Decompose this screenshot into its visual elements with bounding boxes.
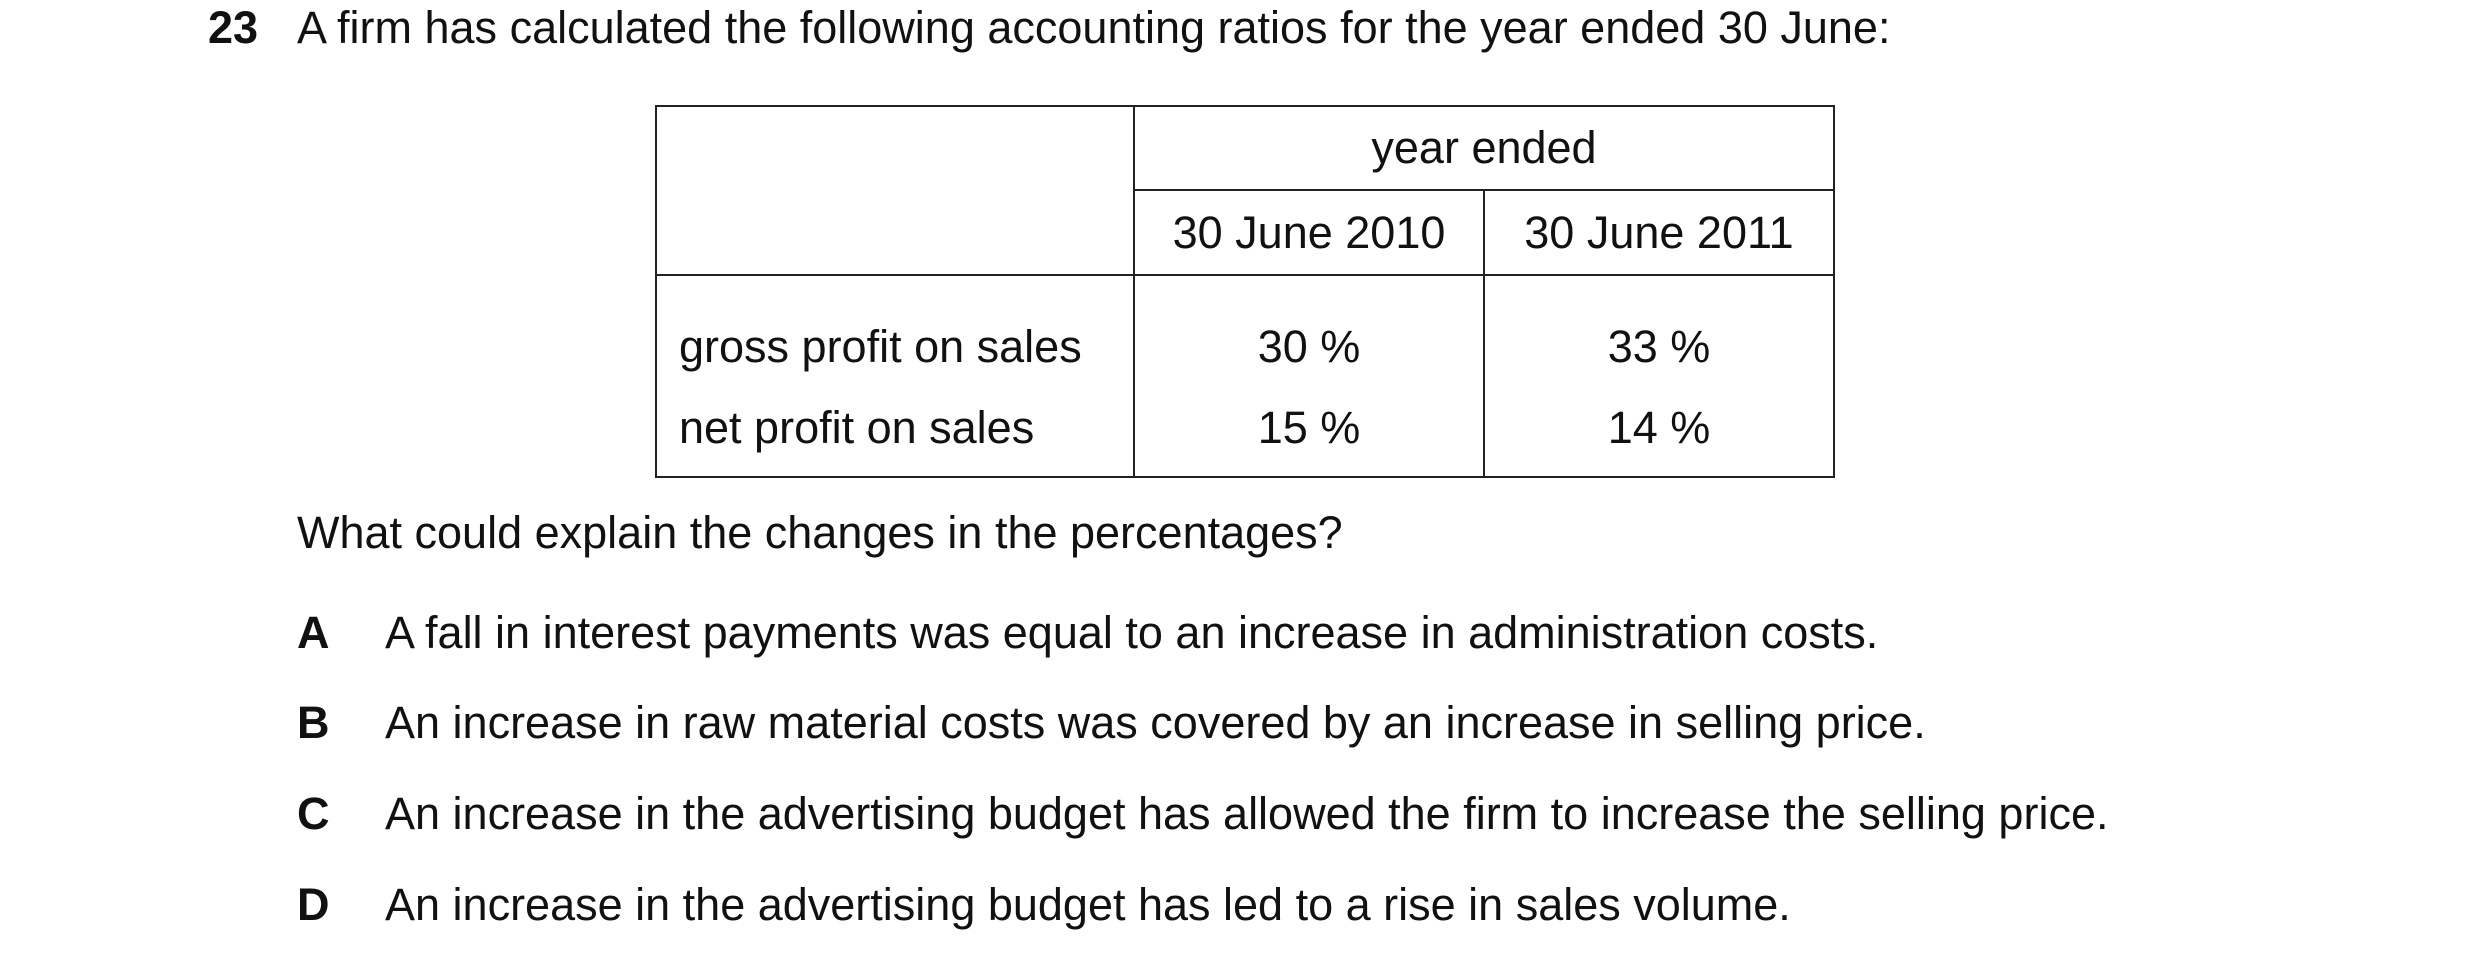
- question-number: 23: [208, 2, 259, 53]
- option-letter: B: [297, 697, 330, 748]
- question-stem: A firm has calculated the following acco…: [297, 2, 1891, 53]
- column-header-2011: 30 June 2011: [1483, 189, 1835, 276]
- ratios-table: year ended 30 June 2010 30 June 2011 gro…: [655, 105, 1835, 478]
- column-header-2010: 30 June 2010: [1133, 189, 1485, 276]
- option-text: A fall in interest payments was equal to…: [385, 607, 1879, 658]
- table-row: gross profit on sales 30 % 33 %: [655, 274, 1835, 403]
- gross-profit-2010: 30 %: [1133, 274, 1485, 403]
- option-b[interactable]: B An increase in raw material costs was c…: [297, 695, 1926, 751]
- net-profit-2011: 14 %: [1483, 403, 1835, 478]
- option-d[interactable]: D An increase in the advertising budget h…: [297, 877, 1791, 933]
- row-label-net-profit: net profit on sales: [655, 403, 1135, 478]
- option-a[interactable]: A A fall in interest payments was equal t…: [297, 605, 1878, 661]
- option-text: An increase in raw material costs was co…: [385, 697, 1926, 748]
- row-label-gross-profit: gross profit on sales: [655, 274, 1135, 403]
- table-row: net profit on sales 15 % 14 %: [655, 403, 1835, 478]
- option-c[interactable]: C An increase in the advertising budget h…: [297, 786, 2108, 842]
- option-text: An increase in the advertising budget ha…: [385, 879, 1791, 930]
- option-letter: C: [297, 788, 330, 839]
- year-ended-header: year ended: [1133, 105, 1835, 191]
- net-profit-2010: 15 %: [1133, 403, 1485, 478]
- option-text: An increase in the advertising budget ha…: [385, 788, 2109, 839]
- gross-profit-2011: 33 %: [1483, 274, 1835, 403]
- table-header-row: year ended: [655, 105, 1835, 276]
- question-prompt: What could explain the changes in the pe…: [297, 507, 1343, 558]
- option-letter: A: [297, 607, 330, 658]
- table-date-row: 30 June 2010 30 June 2011: [656, 189, 1835, 276]
- option-letter: D: [297, 879, 330, 930]
- table-corner-cell: [655, 105, 1135, 276]
